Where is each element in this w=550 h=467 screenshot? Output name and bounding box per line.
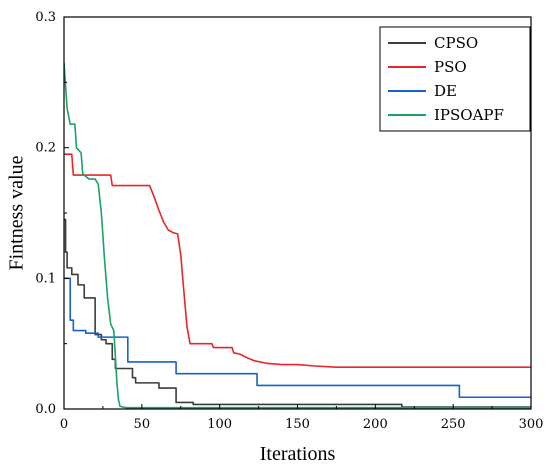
y-tick-label: 0.2 — [35, 141, 56, 156]
legend-item-de: DE — [388, 82, 457, 100]
y-axis-title: Fintness value — [6, 155, 28, 270]
series-line-ipsoapf — [64, 62, 531, 409]
legend-label: IPSOAPF — [434, 106, 504, 124]
x-tick-label: 100 — [207, 417, 232, 432]
x-tick-label: 300 — [519, 417, 544, 432]
series-layer — [64, 62, 531, 409]
legend-label: CPSO — [434, 34, 478, 52]
legend-item-ipsoapf: IPSOAPF — [388, 106, 504, 124]
x-tick-label: 250 — [441, 417, 466, 432]
y-axis: 0.0 0.1 0.2 0.3 — [35, 10, 69, 417]
x-axis: 0 50 100 150 200 250 300 — [60, 404, 544, 432]
x-tick-label: 50 — [134, 417, 151, 432]
x-axis-title: Iterations — [260, 443, 336, 465]
legend-box — [379, 26, 531, 132]
series-line-pso — [64, 153, 531, 368]
x-tick-label: 200 — [363, 417, 388, 432]
x-tick-label: 150 — [285, 417, 310, 432]
legend-label: PSO — [434, 58, 467, 76]
series-line-de — [64, 277, 531, 399]
y-tick-label: 0.3 — [35, 10, 56, 25]
y-tick-label: 0.1 — [35, 271, 56, 286]
x-tick-label: 0 — [60, 417, 68, 432]
y-tick-label: 0.0 — [35, 402, 56, 417]
legend-item-cpso: CPSO — [388, 34, 478, 52]
legend-label: DE — [434, 82, 457, 100]
legend: CPSO PSO DE IPSOAPF — [379, 26, 531, 132]
legend-item-pso: PSO — [388, 58, 467, 76]
series-line-cpso — [64, 218, 531, 408]
